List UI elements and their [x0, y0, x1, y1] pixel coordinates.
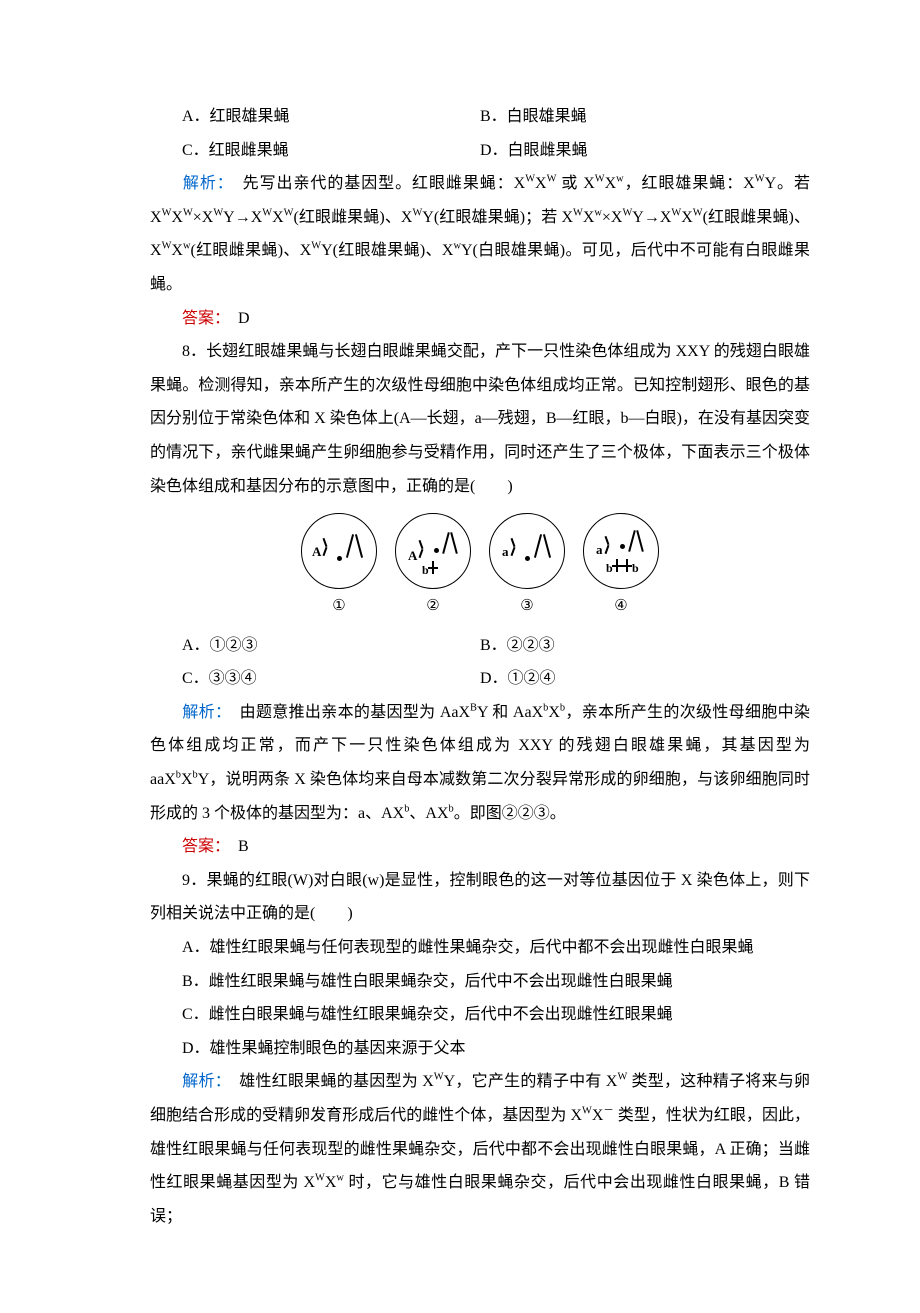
q8-stem: 8．长翅红眼雄果蝇与长翅白眼雌果蝇交配，产下一只性染色体组成为 XXY 的残翅白… [150, 335, 810, 503]
q9-option-b: B．雌性红眼果蝇与雄性白眼果蝇杂交，后代中不会出现雌性白眼果蝇 [150, 965, 810, 999]
cell-4-label-a: a [596, 536, 603, 563]
answer-label: 答案： [182, 310, 222, 327]
cell-3-wrap: a ③ [489, 513, 565, 623]
q8-answer: 答案： B [150, 830, 810, 864]
analysis-label: 解析： [182, 175, 226, 192]
page: A．红眼雄果蝇 B．白眼雄果蝇 C．红眼雌果蝇 D．白眼雌果蝇 解析： 先写出亲… [0, 0, 920, 1313]
polar-body-row: A ① A b [150, 513, 810, 623]
cell-2-label-b: b [422, 558, 429, 583]
analysis-label: 解析： [182, 1073, 223, 1090]
q8-option-c: C．③③④ [150, 662, 480, 696]
q8-option-a: A．①②③ [150, 629, 480, 663]
q9-analysis: 解析： 雄性红眼果蝇的基因型为 XWY，它产生的精子中有 XW 类型，这种精子将… [150, 1065, 810, 1233]
cell-2-number: ② [426, 591, 439, 623]
q7-option-a: A．红眼雄果蝇 [150, 100, 480, 134]
q9-option-a: A．雄性红眼果蝇与任何表现型的雌性果蝇杂交，后代中都不会出现雌性白眼果蝇 [150, 931, 810, 965]
cell-1-number: ① [332, 591, 345, 623]
q7-answer-value: D [222, 310, 250, 327]
q9-option-d: D．雄性果蝇控制眼色的基因来源于父本 [150, 1032, 810, 1066]
answer-label: 答案： [182, 838, 222, 855]
cell-4-wrap: a b b ④ [583, 513, 659, 623]
q7-option-c: C．红眼雌果蝇 [150, 134, 480, 168]
q9-option-c: C．雌性白眼果蝇与雄性红眼果蝇杂交，后代中不会出现雌性红眼果蝇 [150, 998, 810, 1032]
cell-2: A b [395, 513, 471, 589]
q9-analysis-body: 雄性红眼果蝇的基因型为 XWY，它产生的精子中有 XW 类型，这种精子将来与卵细… [150, 1073, 810, 1224]
q8-options: A．①②③ B．②②③ C．③③④ D．①②④ [150, 629, 810, 696]
cell-4-number: ④ [614, 591, 627, 623]
q8-analysis: 解析： 由题意推出亲本的基因型为 AaXBY 和 AaXbXb，亲本所产生的次级… [150, 696, 810, 830]
cell-3: a [489, 513, 565, 589]
q7-option-d: D．白眼雌果蝇 [480, 134, 810, 168]
q8-option-d: D．①②④ [480, 662, 810, 696]
cell-3-number: ③ [520, 591, 533, 623]
q8-option-b: B．②②③ [480, 629, 810, 663]
q9-options: A．雄性红眼果蝇与任何表现型的雌性果蝇杂交，后代中都不会出现雌性白眼果蝇 B．雌… [150, 931, 810, 1065]
q8-figure: A ① A b [150, 513, 810, 623]
q9-stem: 9．果蝇的红眼(W)对白眼(w)是显性，控制眼色的这一对等位基因位于 X 染色体… [150, 864, 810, 931]
q7-options: A．红眼雄果蝇 B．白眼雄果蝇 C．红眼雌果蝇 D．白眼雌果蝇 [150, 100, 810, 167]
cell-4: a b b [583, 513, 659, 589]
cell-2-label-A: A [408, 542, 417, 569]
q8-analysis-body: 由题意推出亲本的基因型为 AaXBY 和 AaXbXb，亲本所产生的次级性母细胞… [150, 704, 810, 822]
cell-3-label-a: a [502, 538, 509, 565]
q7-option-b: B．白眼雄果蝇 [480, 100, 810, 134]
cell-1-label-A: A [312, 538, 321, 565]
analysis-label: 解析： [182, 704, 223, 721]
q8-answer-value: B [222, 838, 249, 855]
cell-1: A [301, 513, 377, 589]
cell-1-wrap: A ① [301, 513, 377, 623]
q7-analysis-body: 先写出亲代的基因型。红眼雌果蝇：XWXW 或 XWXw，红眼雄果蝇：XWY。若 … [150, 175, 810, 293]
cell-4-label-b2: b [632, 556, 639, 581]
cell-2-wrap: A b ② [395, 513, 471, 623]
cell-4-label-b1: b [606, 556, 613, 581]
q7-analysis: 解析： 先写出亲代的基因型。红眼雌果蝇：XWXW 或 XWXw，红眼雄果蝇：XW… [150, 167, 810, 301]
q7-answer: 答案： D [150, 302, 810, 336]
